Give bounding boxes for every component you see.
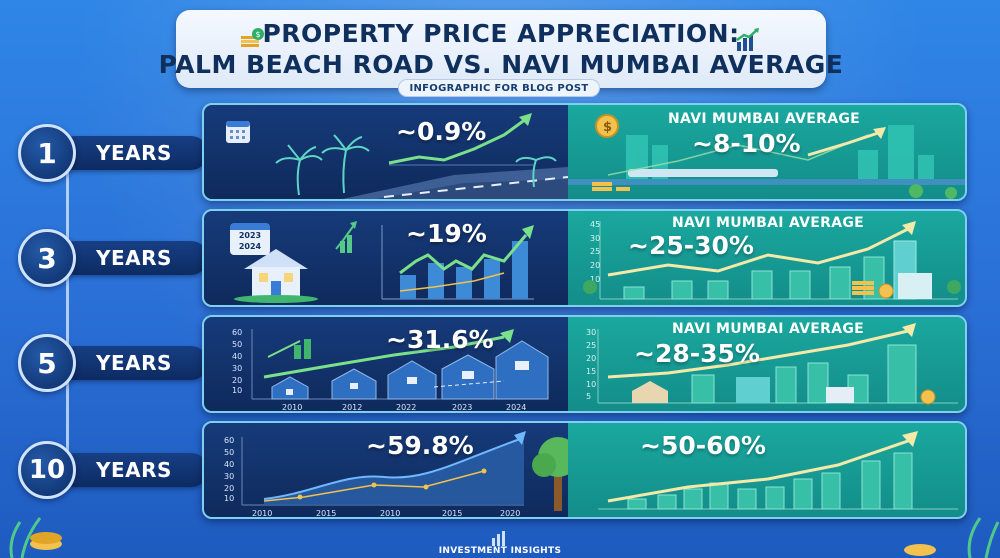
navi-mumbai-appreciation: ~25-30% <box>628 231 754 260</box>
coin-icon: $ <box>595 114 619 138</box>
navi-mumbai-panel: $ NAVI MUMBAI AVERAGE ~8-10% <box>568 105 965 199</box>
growth-chart-icon <box>736 28 759 51</box>
palm-beach-panel: 60 50 40 30 20 10 2010 2015 2010 2015 20… <box>204 423 568 517</box>
y-tick-label: 45 <box>590 220 600 229</box>
calendar-year-label: 2023 <box>238 231 262 240</box>
navi-mumbai-panel: ~50-60% <box>568 423 965 517</box>
city-skyline-illustration <box>568 125 965 199</box>
year-badge-10: YEARS 10 <box>18 441 208 499</box>
year-badge-3: YEARS 3 <box>18 229 208 287</box>
row-1-year: ~0.9% $ NAVI MUMB <box>202 103 967 201</box>
palm-beach-appreciation: ~0.9% <box>396 117 487 146</box>
x-tick-label: 2020 <box>500 509 520 518</box>
title-card: PROPERTY PRICE APPRECIATION: PALM BEACH … <box>159 10 843 88</box>
year-number: 10 <box>18 441 76 499</box>
navi-mumbai-buildings-chart: 30 25 20 15 10 5 <box>586 323 958 405</box>
y-tick-label: 60 <box>232 328 242 337</box>
footer-brand: INVESTMENT INSIGHTS <box>420 524 580 558</box>
x-tick-label: 2024 <box>506 403 526 412</box>
x-tick-label: 2023 <box>452 403 472 412</box>
y-tick-label: 50 <box>224 448 234 457</box>
palm-beach-panel: ~0.9% <box>204 105 568 199</box>
navi-mumbai-10yr-chart <box>598 431 958 510</box>
year-unit-label: YEARS <box>58 453 208 487</box>
year-number: 1 <box>18 124 76 182</box>
year-unit-label: YEARS <box>58 241 208 275</box>
x-tick-label: 2010 <box>252 509 272 518</box>
calendar-2023-2024: 2023 2024 <box>230 223 270 255</box>
subtitle-pill: INFOGRAPHIC FOR BLOG POST <box>398 79 600 97</box>
navi-mumbai-label: NAVI MUMBAI AVERAGE <box>668 111 860 127</box>
money-bag-icon: $ <box>241 28 264 47</box>
row-5-years: 60 50 40 30 20 10 2010 2012 2022 2023 20… <box>202 315 967 413</box>
palm-beach-appreciation: ~31.6% <box>386 325 494 354</box>
y-tick-label: 50 <box>232 340 242 349</box>
x-tick-label: 2015 <box>316 509 336 518</box>
navi-mumbai-label: NAVI MUMBAI AVERAGE <box>672 215 864 231</box>
year-number: 3 <box>18 229 76 287</box>
y-tick-label: 30 <box>224 472 234 481</box>
navi-mumbai-appreciation: ~8-10% <box>692 129 801 158</box>
y-tick-label: 40 <box>224 460 234 469</box>
palm-beach-appreciation: ~59.8% <box>366 431 474 460</box>
y-tick-label: 60 <box>224 436 234 445</box>
area-growth-chart: 60 50 40 30 20 10 2010 2015 2010 2015 20… <box>224 431 568 518</box>
x-tick-label: 2010 <box>282 403 302 412</box>
plant-right-decoration <box>904 517 1000 558</box>
house-price-chart: 60 50 40 30 20 10 2010 2012 2022 2023 20… <box>232 328 549 412</box>
y-tick-label: 25 <box>590 247 600 256</box>
year-badge-5: YEARS 5 <box>18 334 208 392</box>
y-tick-label: 20 <box>224 484 234 493</box>
navi-mumbai-label: NAVI MUMBAI AVERAGE <box>672 321 864 337</box>
svg-text:$: $ <box>603 120 612 135</box>
y-tick-label: 15 <box>586 367 596 376</box>
navi-mumbai-bar-chart: 45 30 25 20 10 <box>583 220 961 300</box>
year-unit-label: YEARS <box>58 136 208 170</box>
calendar-icon <box>226 121 250 143</box>
calendar-year-label: 2024 <box>238 242 262 251</box>
title-line-1: PROPERTY PRICE APPRECIATION: <box>262 19 740 48</box>
y-tick-label: 20 <box>590 261 600 270</box>
y-tick-label: 10 <box>590 275 600 284</box>
year-number: 5 <box>18 334 76 392</box>
palm-beach-panel: 2023 2024 ~19% <box>204 211 568 305</box>
bar-chart-icon <box>492 531 505 546</box>
x-tick-label: 2022 <box>396 403 416 412</box>
y-tick-label: 30 <box>590 234 600 243</box>
year-badge-1: YEARS 1 <box>18 124 208 182</box>
navi-mumbai-panel: 45 30 25 20 10 NAVI MUMBAI AVERAGE <box>568 211 965 305</box>
y-tick-label: 10 <box>586 380 596 389</box>
y-tick-label: 10 <box>232 386 242 395</box>
y-tick-label: 30 <box>232 364 242 373</box>
navi-mumbai-appreciation: ~50-60% <box>640 431 766 460</box>
palm-beach-appreciation: ~19% <box>406 219 487 248</box>
house-growth-illustration <box>234 221 534 303</box>
y-tick-label: 10 <box>224 494 234 503</box>
footer-label: INVESTMENT INSIGHTS <box>438 546 562 556</box>
y-tick-label: 20 <box>586 354 596 363</box>
svg-text:$: $ <box>256 30 261 39</box>
y-tick-label: 5 <box>586 392 591 401</box>
plant-left-decoration <box>9 517 62 558</box>
row-3-years: 2023 2024 ~19% 45 30 25 20 10 <box>202 209 967 307</box>
road-scene-illustration <box>275 113 568 199</box>
timeline-connector <box>66 140 69 480</box>
palm-beach-panel: 60 50 40 30 20 10 2010 2012 2022 2023 20… <box>204 317 568 411</box>
row-10-years: 60 50 40 30 20 10 2010 2015 2010 2015 20… <box>202 421 967 519</box>
x-tick-label: 2010 <box>380 509 400 518</box>
y-tick-label: 30 <box>586 328 596 337</box>
title-line-2: PALM BEACH ROAD VS. NAVI MUMBAI AVERAGE <box>158 50 844 79</box>
year-unit-label: YEARS <box>58 346 208 380</box>
y-tick-label: 40 <box>232 352 242 361</box>
y-tick-label: 20 <box>232 376 242 385</box>
x-tick-label: 2015 <box>442 509 462 518</box>
y-tick-label: 25 <box>586 341 596 350</box>
navi-mumbai-panel: 30 25 20 15 10 5 NAVI MUMBAI AVERAGE ~28… <box>568 317 965 411</box>
x-tick-label: 2012 <box>342 403 362 412</box>
navi-mumbai-appreciation: ~28-35% <box>634 339 760 368</box>
